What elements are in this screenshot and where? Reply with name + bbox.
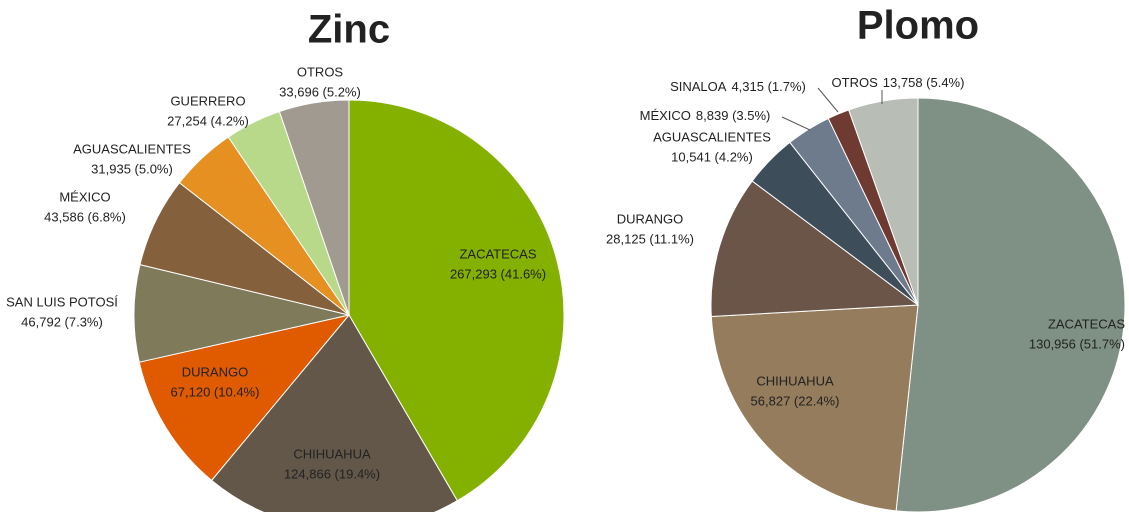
data-label: OTROS 13,758 (5.4%) [832, 75, 965, 90]
category-label: CHIHUAHUA [293, 446, 371, 461]
category-label: DURANGO [182, 364, 248, 379]
value-label: 67,120 (10.4%) [171, 384, 260, 399]
pie-slice [895, 97, 1126, 512]
value-label: 33,696 (5.2%) [279, 84, 361, 99]
value-label: 27,254 (4.2%) [167, 113, 249, 128]
category-label: AGUASCALIENTES [653, 129, 771, 144]
pie-slice [848, 97, 919, 306]
data-label: SINALOA 4,315 (1.7%) [670, 79, 806, 94]
leader-line [781, 116, 811, 131]
pie-slice [710, 180, 920, 318]
value-label: 267,293 (41.6%) [450, 266, 546, 281]
value-label: 8,839 (3.5%) [696, 108, 770, 123]
category-label: ZACATECAS [1048, 316, 1125, 331]
category-label: AGUASCALIENTES [73, 141, 191, 156]
chart-title: Plomo [857, 4, 979, 48]
category-label: OTROS [832, 75, 879, 90]
value-label: 56,827 (22.4%) [751, 393, 840, 408]
value-label: 13,758 (5.4%) [883, 75, 965, 90]
data-label: MÉXICO 8,839 (3.5%) [640, 108, 771, 123]
pie-slice [133, 264, 350, 363]
chart-title: Zinc [308, 8, 390, 52]
pie-slice [710, 304, 919, 512]
value-label: 124,866 (19.4%) [284, 466, 380, 481]
category-label: CHIHUAHUA [756, 373, 834, 388]
value-label: 10,541 (4.2%) [671, 149, 753, 164]
category-label: SINALOA [670, 79, 727, 94]
category-label: MÉXICO [640, 108, 691, 123]
category-label: OTROS [297, 64, 344, 79]
category-label: SAN LUIS POTOSÍ [6, 294, 118, 309]
leader-line [817, 87, 839, 113]
value-label: 46,792 (7.3%) [21, 314, 103, 329]
pie-slice [278, 99, 350, 316]
value-label: 28,125 (11.1%) [606, 231, 694, 246]
pie-slice [210, 314, 458, 512]
category-label: DURANGO [617, 211, 683, 226]
category-label: GUERRERO [170, 93, 245, 108]
pie-slice [138, 314, 351, 482]
value-label: 43,586 (6.8%) [44, 209, 126, 224]
value-label: 4,315 (1.7%) [731, 79, 805, 94]
category-label: ZACATECAS [459, 246, 536, 261]
pie-slice [348, 99, 565, 502]
category-label: MÉXICO [59, 189, 110, 204]
value-label: 130,956 (51.7%) [1029, 336, 1125, 351]
value-label: 31,935 (5.0%) [91, 161, 173, 176]
